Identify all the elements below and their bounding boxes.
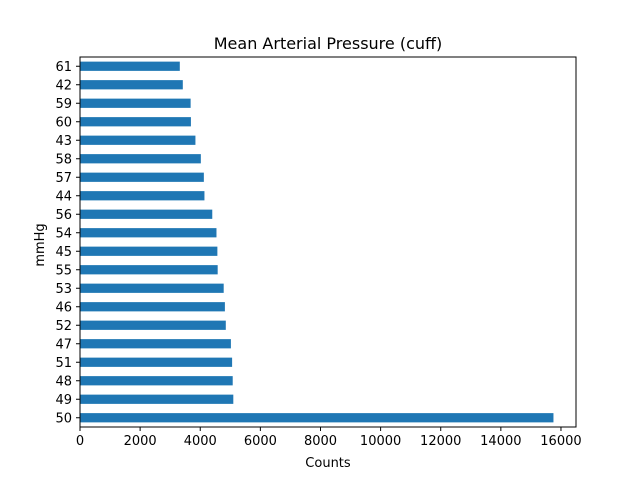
bar-50 (80, 413, 554, 423)
x-tick-label: 12000 (420, 434, 461, 449)
x-tick-label: 0 (76, 434, 84, 449)
y-tick-label: 42 (55, 78, 72, 93)
y-tick-label: 54 (55, 226, 72, 241)
y-axis-label: mmHg (33, 223, 48, 266)
bar-57 (80, 172, 204, 182)
y-tick-label: 52 (55, 319, 72, 334)
y-tick-label: 57 (55, 171, 72, 186)
x-tick-label: 16000 (540, 434, 581, 449)
y-tick-label: 60 (55, 115, 72, 130)
bar-59 (80, 98, 191, 108)
y-tick-label: 48 (55, 374, 72, 389)
y-tick-label: 61 (55, 60, 72, 75)
y-tick-label: 50 (55, 411, 72, 426)
bar-61 (80, 61, 180, 71)
y-axis-ticks: 50 49 48 51 47 52 46 53 55 45 54 56 44 57 58 43 60 59 42 61 (55, 60, 80, 426)
bar-46 (80, 302, 225, 312)
bar-47 (80, 339, 231, 349)
bar-58 (80, 154, 201, 164)
y-tick-label: 51 (55, 356, 72, 371)
x-tick-label: 2000 (124, 434, 157, 449)
bar-60 (80, 117, 191, 127)
bar-53 (80, 283, 224, 293)
y-tick-label: 56 (55, 208, 72, 223)
bar-51 (80, 357, 233, 367)
x-axis-ticks: 0 2000 4000 6000 8000 10000 12000 14000 16000 (76, 427, 582, 449)
x-tick-label: 8000 (304, 434, 337, 449)
bar-45 (80, 246, 218, 256)
bar-42 (80, 80, 183, 90)
y-tick-label: 43 (55, 134, 72, 149)
bar-54 (80, 228, 217, 238)
chart-title: Mean Arterial Pressure (cuff) (214, 34, 443, 53)
y-tick-label: 46 (55, 300, 72, 315)
bar-44 (80, 191, 205, 201)
bars-group (80, 61, 554, 423)
y-tick-label: 47 (55, 337, 72, 352)
y-tick-label: 45 (55, 245, 72, 260)
bar-52 (80, 320, 226, 330)
y-tick-label: 53 (55, 282, 72, 297)
bar-56 (80, 209, 213, 219)
y-tick-label: 55 (55, 263, 72, 278)
bar-43 (80, 135, 196, 145)
bar-49 (80, 394, 234, 404)
y-tick-label: 49 (55, 393, 72, 408)
x-tick-label: 6000 (244, 434, 277, 449)
x-tick-label: 10000 (360, 434, 401, 449)
x-tick-label: 4000 (184, 434, 217, 449)
y-tick-label: 59 (55, 97, 72, 112)
x-tick-label: 14000 (480, 434, 521, 449)
plot-frame (79, 56, 577, 428)
bar-48 (80, 376, 233, 386)
y-tick-label: 58 (55, 152, 72, 167)
x-axis-label: Counts (305, 456, 351, 471)
y-tick-label: 44 (55, 189, 72, 204)
bar-55 (80, 265, 218, 275)
